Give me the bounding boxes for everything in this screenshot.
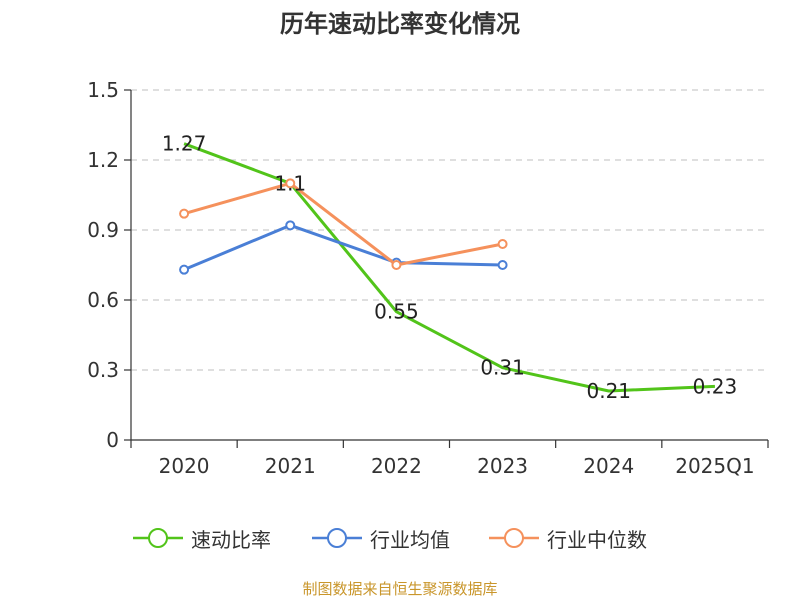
series-1-point-3: [497, 260, 508, 270]
series-1-point-0: [179, 264, 190, 275]
data-label-5: 0.23: [693, 374, 738, 398]
legend-label-2: 行业中位数: [547, 527, 647, 552]
series-line-1: [183, 223, 503, 272]
x-tick-label-1: 2021: [265, 454, 316, 478]
data-label-3: 0.31: [480, 356, 525, 380]
y-tick-label-0: 0: [106, 428, 119, 452]
y-tick-label-3: 0.9: [87, 218, 119, 242]
data-label-0: 1.27: [162, 132, 207, 156]
x-tick-label-4: 2024: [583, 454, 634, 478]
legend-item-1[interactable]: 行业均值: [312, 518, 450, 558]
source-note: 制图数据来自恒生聚源数据库: [302, 580, 498, 598]
x-tick-label-5: 2025Q1: [675, 454, 754, 478]
series-line-0: [183, 142, 715, 393]
series-2-point-2: [391, 260, 402, 270]
series-2-point-1: [285, 178, 296, 189]
legend-swatch-1: [312, 528, 362, 548]
series-2-point-3: [497, 239, 508, 249]
x-tick-label-2: 2022: [371, 454, 422, 478]
data-label-4: 0.21: [586, 379, 631, 403]
legend-swatch-2: [489, 528, 539, 548]
data-label-layer: 1.27 1.1 0.55 0.31 0.21 0.23: [162, 132, 737, 403]
y-tick-label-1: 0.3: [87, 358, 119, 382]
legend: 速动比率 行业均值 行业中位数: [0, 518, 800, 558]
grid-layer: [131, 89, 768, 371]
x-tick-label-0: 2020: [159, 454, 210, 478]
series-0: [183, 142, 715, 393]
y-tick-label-4: 1.2: [87, 148, 119, 172]
series-layer: [179, 142, 715, 393]
series-line-2: [183, 181, 503, 267]
data-label-2: 0.55: [374, 300, 419, 324]
data-label-1: 1.1: [274, 171, 306, 195]
y-tick-label-2: 0.6: [87, 288, 119, 312]
legend-swatch-0: [133, 528, 183, 548]
axis-layer: 0 0.3 0.6 0.9 1.2 1.5 2020 2021 2022 2023 2024 2025…: [87, 78, 769, 478]
legend-item-2[interactable]: 行业中位数: [489, 518, 647, 558]
x-tick-label-3: 2023: [477, 454, 528, 478]
series-2: [179, 178, 508, 270]
legend-label-0: 速动比率: [191, 527, 271, 552]
y-tick-label-5: 1.5: [87, 78, 119, 102]
legend-label-1: 行业均值: [370, 527, 450, 552]
series-2-point-0: [179, 208, 190, 219]
legend-item-0[interactable]: 速动比率: [133, 518, 271, 558]
series-1-point-1: [285, 220, 296, 231]
chart-title: 历年速动比率变化情况: [280, 10, 520, 38]
